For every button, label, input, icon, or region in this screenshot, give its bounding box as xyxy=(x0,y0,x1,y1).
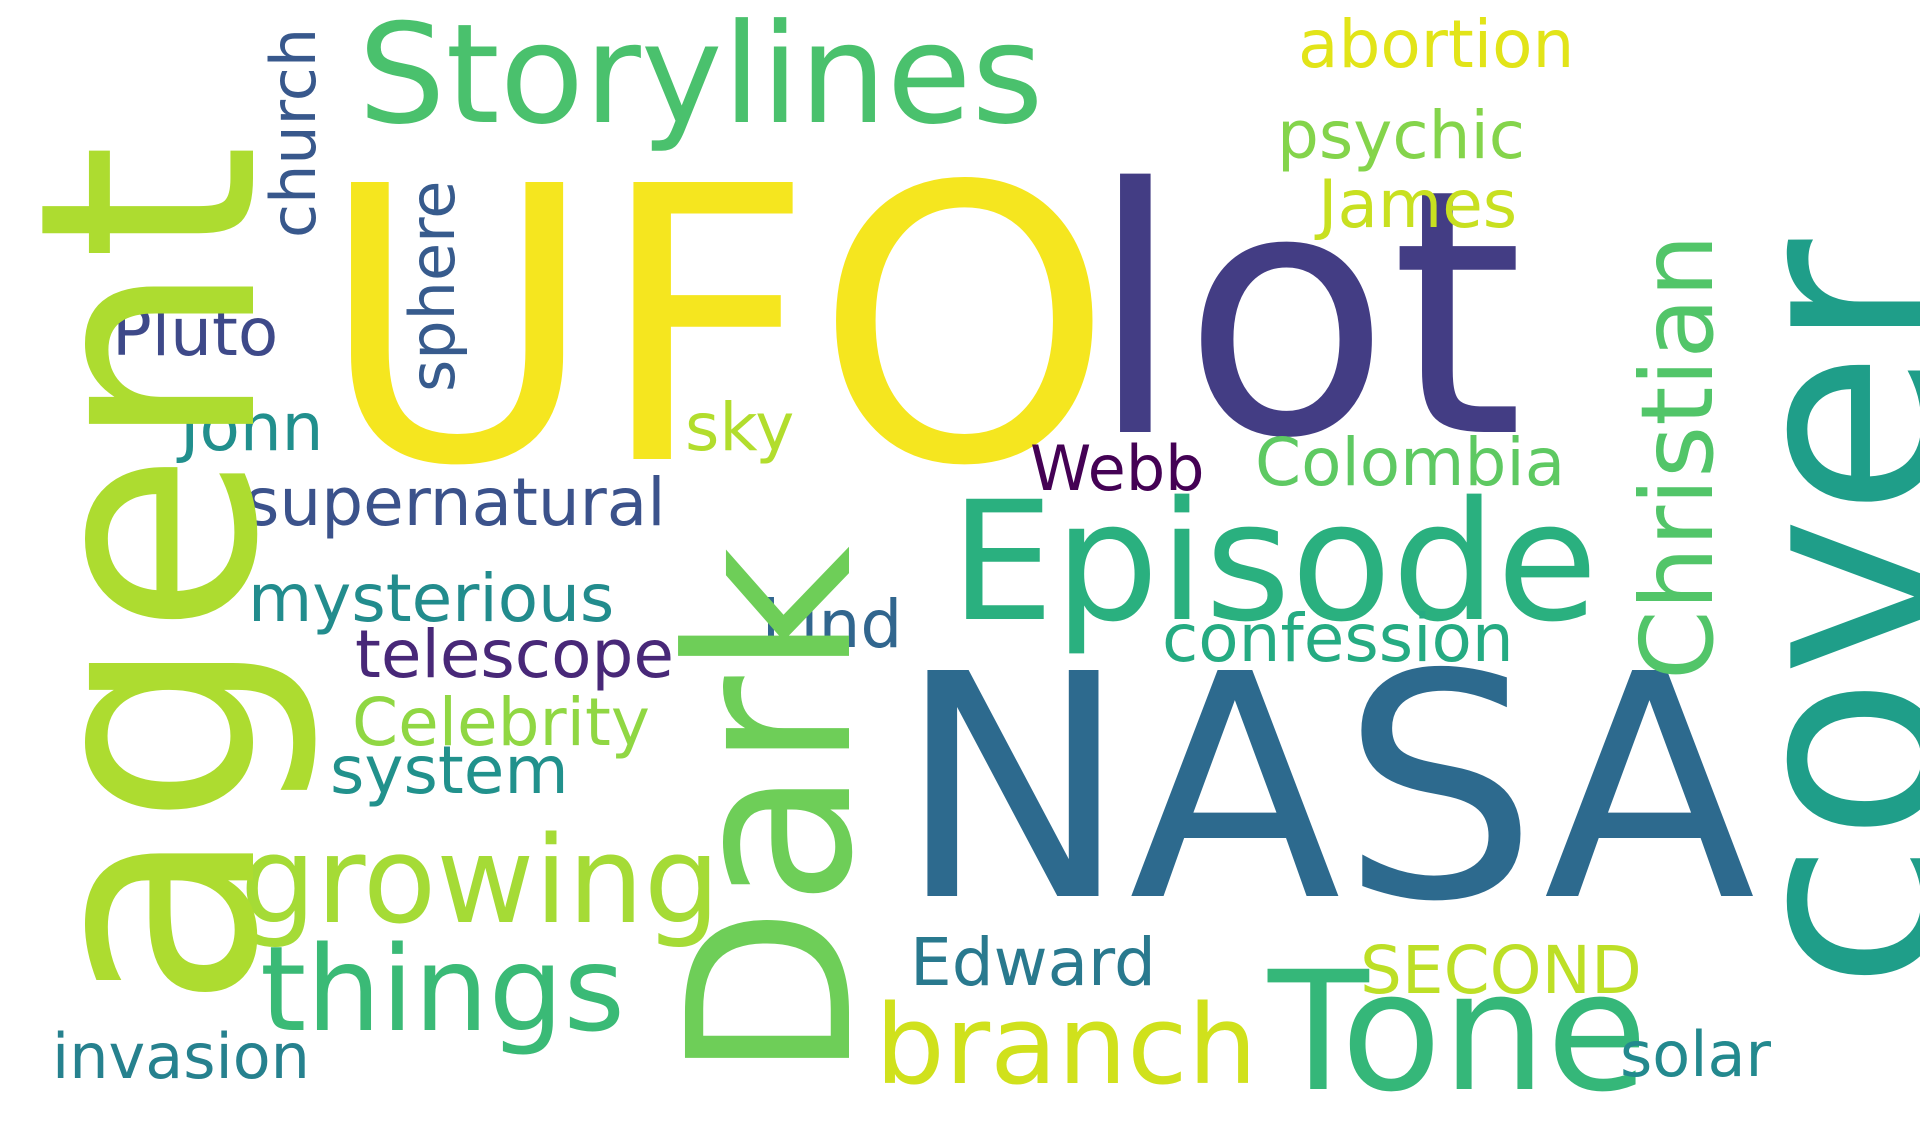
word-james: James xyxy=(1318,166,1518,243)
word-ufo: UFO xyxy=(318,106,1114,549)
word-edward: Edward xyxy=(910,924,1156,1001)
word-confession: confession xyxy=(1162,600,1514,677)
word-lot: lot xyxy=(1088,117,1524,513)
word-pluto: Pluto xyxy=(112,294,279,371)
word-telescope: telescope xyxy=(355,616,674,693)
word-invasion: invasion xyxy=(52,1020,310,1093)
word-church: church xyxy=(257,27,330,238)
word-colombia: Colombia xyxy=(1255,424,1566,501)
word-branch: branch xyxy=(875,981,1258,1109)
word-supernatural: supernatural xyxy=(245,464,666,541)
word-mysterious: mysterious xyxy=(248,560,615,637)
word-celebrity: Celebrity xyxy=(352,684,650,761)
word-growing: growing xyxy=(240,812,720,951)
word-psychic: psychic xyxy=(1277,97,1526,174)
word-dark: Dark xyxy=(641,546,903,1080)
word-kind: kind xyxy=(762,586,903,663)
word-nasa: NASA xyxy=(897,609,1756,970)
word-storylines: Storylines xyxy=(358,0,1044,155)
word-john: John xyxy=(180,389,324,466)
word-agent: agent xyxy=(0,143,324,1010)
word-sphere: sphere xyxy=(396,180,469,392)
word-christian: Christian xyxy=(1619,234,1736,680)
word-second: SECOND xyxy=(1360,932,1642,1009)
word-system: system xyxy=(330,732,569,809)
word-sky: sky xyxy=(685,389,795,466)
word-things: things xyxy=(260,920,626,1058)
word-cover: cover xyxy=(1687,239,1920,990)
word-webb: Webb xyxy=(1030,432,1205,505)
word-episode: Episode xyxy=(950,466,1598,658)
word-abortion: abortion xyxy=(1298,6,1575,83)
word-solar: solar xyxy=(1620,1018,1771,1091)
